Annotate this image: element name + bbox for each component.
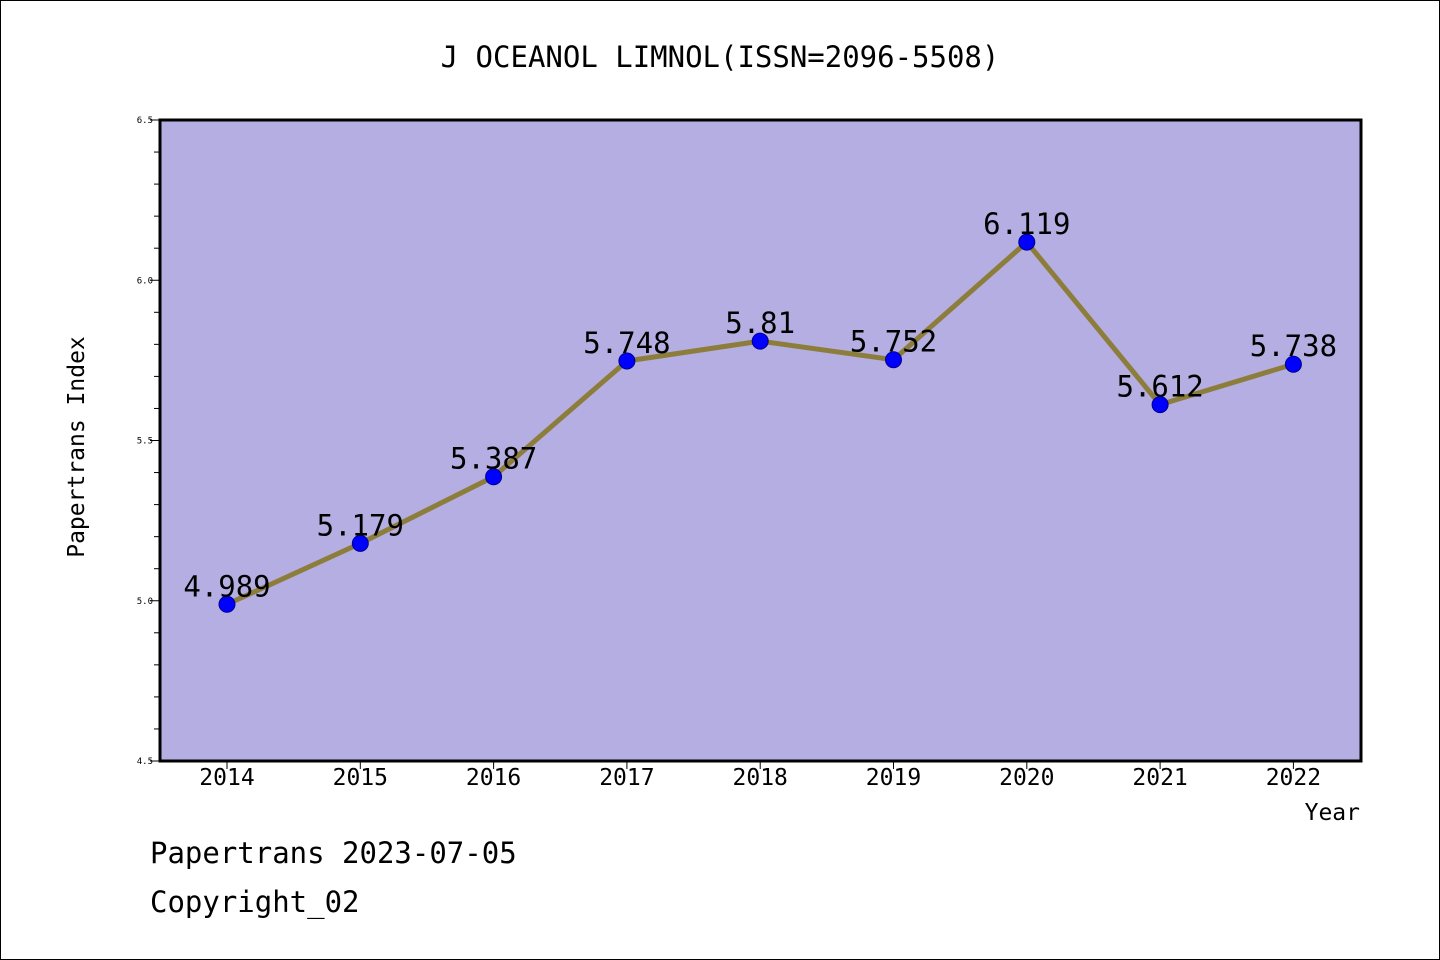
y-tick-label: 4.5 — [137, 757, 153, 767]
x-tick-label: 2015 — [333, 765, 388, 791]
x-tick-label: 2014 — [199, 765, 254, 791]
x-tick-label: 2021 — [1132, 765, 1187, 791]
y-axis-label: Papertrans Index — [64, 336, 90, 558]
data-point — [1151, 396, 1169, 414]
chart-title: J OCEANOL LIMNOL(ISSN=2096-5508) — [441, 40, 1000, 74]
data-label: 6.119 — [983, 207, 1070, 241]
y-axis: 4.5 5.0 5.5 6.0 6.5 — [137, 116, 160, 767]
series-group: 4.989 5.179 5.387 5.748 5.81 5.752 6.119 5.612 5… — [183, 207, 1337, 613]
plot-border — [158, 118, 1363, 763]
x-axis: 2014 2015 2016 2017 2018 2019 2020 2021 2022 — [199, 761, 1321, 791]
footer-date: Papertrans 2023-07-05 — [150, 836, 517, 870]
data-label: 4.989 — [183, 569, 270, 603]
x-tick-label: 2020 — [999, 765, 1054, 791]
data-point — [351, 534, 369, 552]
x-tick-label: 2018 — [733, 765, 788, 791]
data-label: 5.748 — [583, 326, 670, 360]
data-label: 5.179 — [317, 508, 404, 542]
footer-copyright: Copyright_02 — [150, 885, 360, 919]
y-tick-label: 5.0 — [137, 597, 153, 607]
x-tick-label: 2019 — [866, 765, 921, 791]
data-point — [885, 351, 902, 369]
data-label: 5.387 — [450, 442, 537, 476]
data-point — [218, 595, 236, 613]
data-point — [1284, 355, 1302, 373]
x-tick-label: 2017 — [599, 765, 654, 791]
data-point — [751, 332, 769, 350]
x-axis-label: Year — [1305, 800, 1360, 826]
x-tick-label: 2022 — [1266, 765, 1321, 791]
y-tick-label: 5.5 — [137, 437, 153, 447]
plot-area — [160, 120, 1361, 761]
y-tick-label: 6.0 — [137, 276, 153, 286]
data-label: 5.738 — [1250, 329, 1337, 363]
data-point — [1018, 233, 1036, 251]
data-label: 5.81 — [725, 306, 795, 340]
data-point — [485, 468, 503, 486]
data-label: 5.612 — [1116, 370, 1203, 404]
y-tick-label: 6.5 — [137, 116, 153, 126]
data-label: 5.752 — [850, 325, 937, 359]
x-tick-label: 2016 — [466, 765, 521, 791]
data-point — [618, 352, 636, 370]
